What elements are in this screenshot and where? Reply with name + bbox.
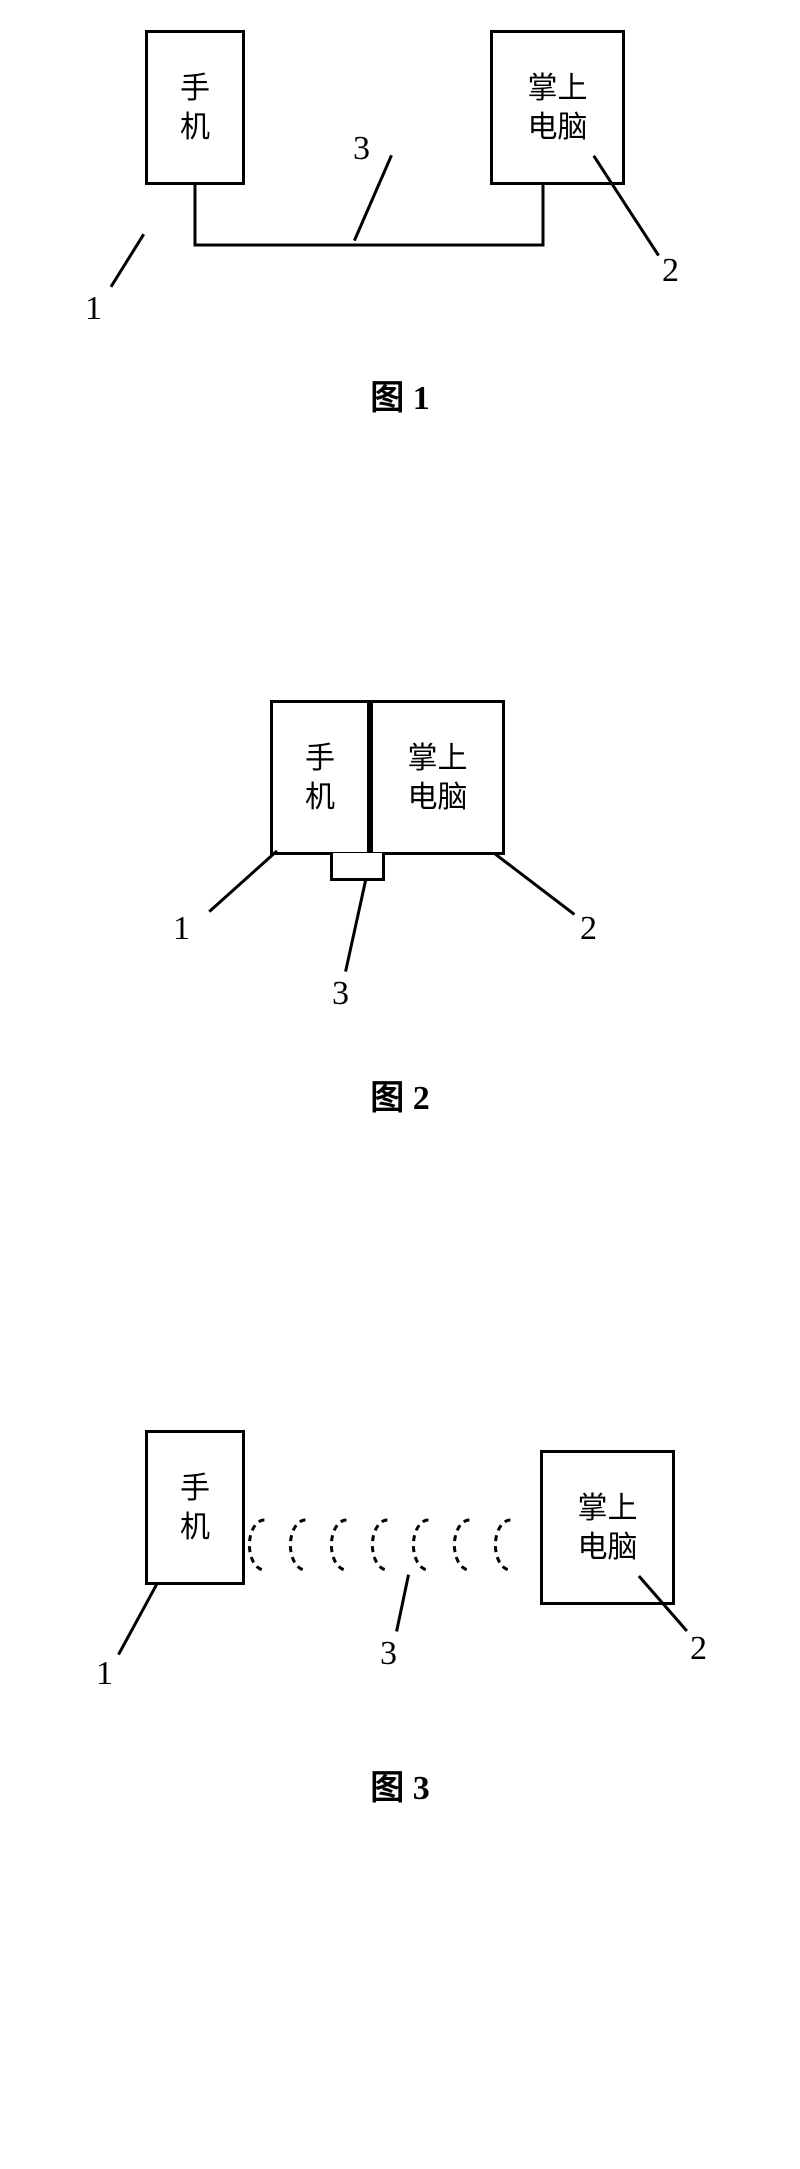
label-3: 3 [353, 130, 370, 168]
label-2: 2 [580, 910, 597, 948]
connector-box [330, 853, 385, 881]
label-3: 3 [380, 1635, 397, 1673]
leader-3 [344, 880, 367, 972]
phone-label: 手 机 [305, 739, 335, 817]
label-1: 1 [96, 1655, 113, 1693]
figure-caption: 图 1 [300, 370, 500, 419]
figure-caption: 图 3 [300, 1760, 500, 1809]
phone-box: 手 机 [270, 700, 370, 855]
leader-1 [208, 850, 278, 913]
label-1: 1 [173, 910, 190, 948]
leader-2 [493, 852, 575, 915]
label-3: 3 [332, 975, 349, 1013]
figure-caption: 图 2 [300, 1070, 500, 1119]
pda-box: 掌上 电脑 [370, 700, 505, 855]
label-1: 1 [85, 290, 102, 328]
label-2: 2 [690, 1630, 707, 1668]
label-2: 2 [662, 252, 679, 290]
pda-label: 掌上 电脑 [408, 739, 468, 817]
